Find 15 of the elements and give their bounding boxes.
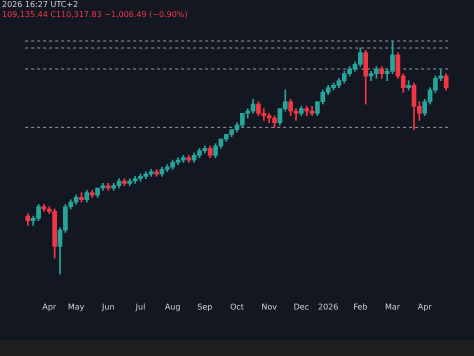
x-tick-label: Nov — [261, 302, 278, 312]
x-tick-label: Apr — [42, 302, 57, 312]
x-tick-label: Mar — [384, 302, 401, 312]
text: 2026 16:27 UTC+2 — [2, 0, 78, 10]
x-tick-label: 2026 — [318, 302, 338, 312]
x-tick-label: Jul — [134, 302, 146, 312]
x-tick-label: Apr — [418, 302, 432, 312]
x-tick-label: May — [68, 302, 85, 312]
text: 109,135.44 C110,317.83 −1,006.49 (−0.90%) — [2, 10, 188, 20]
x-tick-label: Oct — [230, 302, 244, 312]
x-tick-label: Dec — [294, 302, 310, 312]
x-tick-label: Feb — [353, 302, 368, 312]
x-tick-label: Jun — [101, 302, 115, 312]
x-tick-label: Aug — [164, 302, 180, 312]
x-tick-label: Sep — [197, 302, 212, 312]
